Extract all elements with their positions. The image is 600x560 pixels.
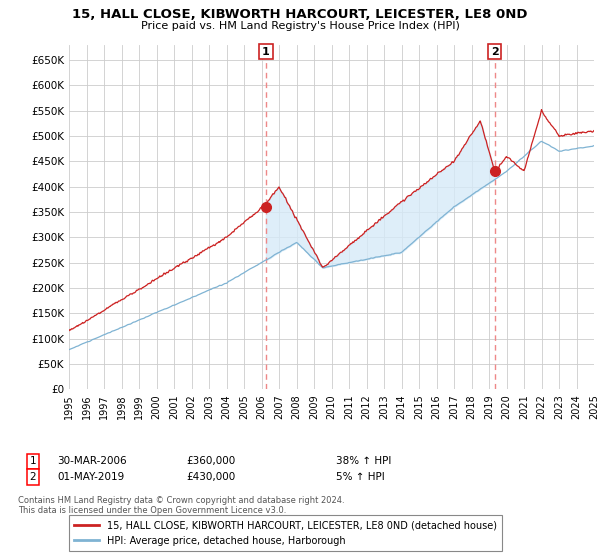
Text: Price paid vs. HM Land Registry's House Price Index (HPI): Price paid vs. HM Land Registry's House … xyxy=(140,21,460,31)
Legend: 15, HALL CLOSE, KIBWORTH HARCOURT, LEICESTER, LE8 0ND (detached house), HPI: Ave: 15, HALL CLOSE, KIBWORTH HARCOURT, LEICE… xyxy=(68,515,502,552)
Text: 5% ↑ HPI: 5% ↑ HPI xyxy=(336,472,385,482)
Text: £430,000: £430,000 xyxy=(186,472,235,482)
Text: 15, HALL CLOSE, KIBWORTH HARCOURT, LEICESTER, LE8 0ND: 15, HALL CLOSE, KIBWORTH HARCOURT, LEICE… xyxy=(72,8,528,21)
Text: 38% ↑ HPI: 38% ↑ HPI xyxy=(336,456,391,466)
Text: 1: 1 xyxy=(29,456,37,466)
Text: 2: 2 xyxy=(491,46,499,57)
Text: 2: 2 xyxy=(29,472,37,482)
Text: 1: 1 xyxy=(262,46,270,57)
Text: Contains HM Land Registry data © Crown copyright and database right 2024.
This d: Contains HM Land Registry data © Crown c… xyxy=(18,496,344,515)
Text: £360,000: £360,000 xyxy=(186,456,235,466)
Text: 30-MAR-2006: 30-MAR-2006 xyxy=(57,456,127,466)
Text: 01-MAY-2019: 01-MAY-2019 xyxy=(57,472,124,482)
